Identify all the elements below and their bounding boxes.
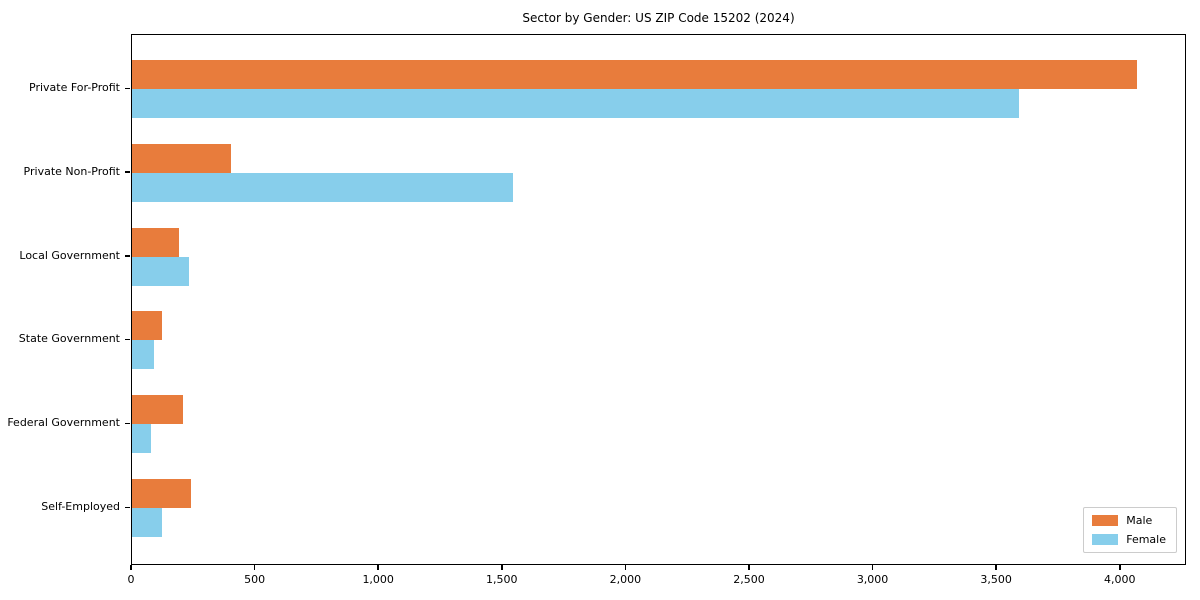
bar-female-state-government <box>132 340 155 370</box>
bar-male-self-employed <box>132 479 192 508</box>
legend-item-male: Male <box>1092 514 1166 527</box>
legend-label-male: Male <box>1126 514 1153 527</box>
y-tick-label-private-non-profit: Private Non-Profit <box>23 164 120 178</box>
bar-female-private-for-profit <box>132 89 1020 118</box>
x-tick-1500 <box>501 565 503 570</box>
bar-female-federal-government <box>132 424 151 454</box>
x-tick-label-1000: 1,000 <box>362 573 394 586</box>
bar-male-local-government <box>132 227 179 257</box>
x-tick-2000 <box>624 565 627 570</box>
y-tick-label-local-government: Local Government <box>19 248 120 262</box>
bar-male-state-government <box>132 311 162 341</box>
y-tick-self-employed <box>125 506 130 508</box>
legend-label-female: Female <box>1126 533 1166 546</box>
bar-male-private-for-profit <box>132 60 1137 89</box>
x-tick-3000 <box>871 565 874 570</box>
legend-item-female: Female <box>1092 533 1166 546</box>
legend-swatch-female <box>1092 534 1119 545</box>
y-tick-label-self-employed: Self-Employed <box>41 500 120 513</box>
y-tick-label-state-government: State Government <box>18 332 120 346</box>
legend-swatch-male <box>1092 515 1119 526</box>
plot-area: Male Female <box>131 34 1186 565</box>
x-tick-label-4000: 4,000 <box>1104 573 1136 586</box>
x-tick-label-3000: 3,000 <box>856 573 889 586</box>
y-tick-private-for-profit <box>125 87 130 89</box>
x-tick-1000 <box>377 565 379 570</box>
x-tick-label-2500: 2,500 <box>733 573 765 586</box>
x-tick-label-2000: 2,000 <box>609 573 642 586</box>
x-tick-2500 <box>748 565 750 570</box>
x-tick-4000 <box>1119 565 1121 570</box>
x-tick-3500 <box>995 565 997 570</box>
bar-female-private-non-profit <box>132 172 513 202</box>
x-tick-label-0: 0 <box>127 573 135 586</box>
y-tick-federal-government <box>125 422 130 425</box>
bar-female-local-government <box>132 256 189 286</box>
y-tick-local-government <box>125 255 130 257</box>
y-tick-state-government <box>125 338 130 341</box>
x-tick-500 <box>253 565 256 570</box>
x-tick-label-1500: 1,500 <box>486 573 518 586</box>
x-tick-label-500: 500 <box>244 573 266 586</box>
legend: Male Female <box>1083 507 1177 553</box>
x-tick-0 <box>130 565 132 570</box>
y-tick-label-private-for-profit: Private For-Profit <box>29 81 120 94</box>
bar-female-self-employed <box>132 508 162 537</box>
x-tick-label-3500: 3,500 <box>980 573 1012 586</box>
y-tick-label-federal-government: Federal Government <box>7 416 120 430</box>
y-tick-private-non-profit <box>125 171 130 173</box>
bar-male-federal-government <box>132 395 183 425</box>
chart-title: Sector by Gender: US ZIP Code 15202 (202… <box>522 11 795 25</box>
bar-male-private-non-profit <box>132 143 231 173</box>
